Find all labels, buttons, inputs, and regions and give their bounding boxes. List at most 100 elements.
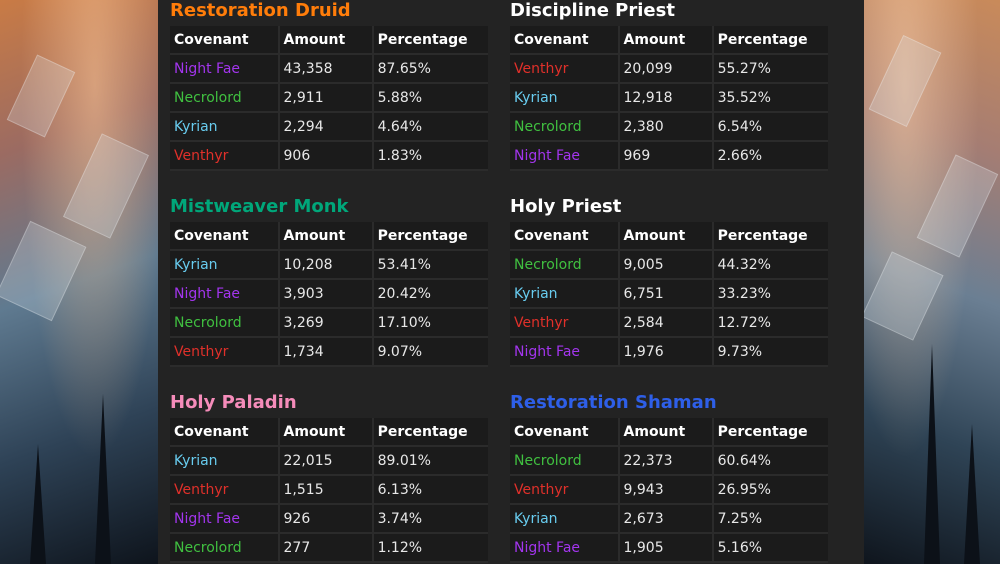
covenant-table: Covenant Amount Percentage Necrolord 22,373 6… bbox=[510, 418, 828, 563]
table-row: Night Fae 1,976 9.73% bbox=[510, 338, 828, 367]
table-header-row: Covenant Amount Percentage bbox=[170, 26, 488, 55]
covenant-table: Covenant Amount Percentage Kyrian 22,015 89.0… bbox=[170, 418, 488, 563]
covenant-cell: Kyrian bbox=[170, 113, 278, 142]
amount-cell: 1,905 bbox=[617, 534, 712, 563]
amount-cell: 9,005 bbox=[617, 251, 712, 280]
amount-cell: 969 bbox=[617, 142, 712, 171]
amount-cell: 2,294 bbox=[277, 113, 372, 142]
percentage-cell: 4.64% bbox=[371, 113, 488, 142]
covenant-cell: Venthyr bbox=[170, 476, 278, 505]
percentage-cell: 6.13% bbox=[371, 476, 488, 505]
percentage-cell: 60.64% bbox=[711, 447, 828, 476]
table-header-row: Covenant Amount Percentage bbox=[170, 222, 488, 251]
table-header-row: Covenant Amount Percentage bbox=[170, 418, 488, 447]
table-row: Kyrian 10,208 53.41% bbox=[170, 251, 488, 280]
table-row: Kyrian 2,673 7.25% bbox=[510, 505, 828, 534]
amount-cell: 1,734 bbox=[277, 338, 372, 367]
table-row: Night Fae 1,905 5.16% bbox=[510, 534, 828, 563]
section-holy-paladin: Holy Paladin Covenant Amount Percentage Kyr… bbox=[158, 392, 488, 563]
table-row: Necrolord 2,911 5.88% bbox=[170, 84, 488, 113]
percentage-cell: 9.07% bbox=[371, 338, 488, 367]
column-header: Percentage bbox=[371, 222, 488, 251]
covenant-cell: Venthyr bbox=[510, 309, 618, 338]
column-header: Percentage bbox=[711, 418, 828, 447]
section-restoration-shaman: Restoration Shaman Covenant Amount Percent… bbox=[498, 392, 828, 563]
column-header: Covenant bbox=[510, 26, 618, 55]
covenant-cell: Kyrian bbox=[170, 447, 278, 476]
table-row: Night Fae 969 2.66% bbox=[510, 142, 828, 171]
table-row: Kyrian 2,294 4.64% bbox=[170, 113, 488, 142]
covenant-table: Covenant Amount Percentage Necrolord 9,005 44… bbox=[510, 222, 828, 367]
covenant-table: Covenant Amount Percentage Night Fae 43,358 8… bbox=[170, 26, 488, 171]
percentage-cell: 17.10% bbox=[371, 309, 488, 338]
section-title: Mistweaver Monk bbox=[170, 196, 349, 217]
percentage-cell: 5.88% bbox=[371, 84, 488, 113]
percentage-cell: 44.32% bbox=[711, 251, 828, 280]
table-header-row: Covenant Amount Percentage bbox=[510, 26, 828, 55]
amount-cell: 10,208 bbox=[277, 251, 372, 280]
covenant-cell: Kyrian bbox=[170, 251, 278, 280]
covenant-cell: Night Fae bbox=[170, 55, 278, 84]
percentage-cell: 3.74% bbox=[371, 505, 488, 534]
percentage-cell: 2.66% bbox=[711, 142, 828, 171]
amount-cell: 22,015 bbox=[277, 447, 372, 476]
table-row: Kyrian 6,751 33.23% bbox=[510, 280, 828, 309]
table-row: Venthyr 2,584 12.72% bbox=[510, 309, 828, 338]
table-row: Night Fae 3,903 20.42% bbox=[170, 280, 488, 309]
percentage-cell: 5.16% bbox=[711, 534, 828, 563]
column-header: Percentage bbox=[711, 222, 828, 251]
covenant-cell: Venthyr bbox=[170, 338, 278, 367]
section-title: Holy Priest bbox=[510, 196, 622, 217]
amount-cell: 43,358 bbox=[277, 55, 372, 84]
covenant-cell: Kyrian bbox=[510, 280, 618, 309]
column-header: Amount bbox=[617, 26, 712, 55]
column-header: Covenant bbox=[170, 222, 278, 251]
covenant-cell: Necrolord bbox=[510, 113, 618, 142]
amount-cell: 3,269 bbox=[277, 309, 372, 338]
percentage-cell: 26.95% bbox=[711, 476, 828, 505]
amount-cell: 22,373 bbox=[617, 447, 712, 476]
percentage-cell: 55.27% bbox=[711, 55, 828, 84]
amount-cell: 2,380 bbox=[617, 113, 712, 142]
column-header: Amount bbox=[617, 222, 712, 251]
column-header: Covenant bbox=[170, 418, 278, 447]
percentage-cell: 33.23% bbox=[711, 280, 828, 309]
covenant-cell: Necrolord bbox=[170, 309, 278, 338]
percentage-cell: 12.72% bbox=[711, 309, 828, 338]
percentage-cell: 87.65% bbox=[371, 55, 488, 84]
column-header: Amount bbox=[277, 26, 372, 55]
covenant-cell: Night Fae bbox=[510, 534, 618, 563]
table-row: Necrolord 3,269 17.10% bbox=[170, 309, 488, 338]
section-title: Restoration Druid bbox=[170, 0, 351, 21]
amount-cell: 926 bbox=[277, 505, 372, 534]
percentage-cell: 1.83% bbox=[371, 142, 488, 171]
section-title: Discipline Priest bbox=[510, 0, 675, 21]
covenant-table: Covenant Amount Percentage Kyrian 10,208 53.4… bbox=[170, 222, 488, 367]
percentage-cell: 7.25% bbox=[711, 505, 828, 534]
column-header: Covenant bbox=[510, 418, 618, 447]
background-art-left bbox=[0, 0, 158, 564]
covenant-cell: Night Fae bbox=[510, 142, 618, 171]
section-discipline-priest: Discipline Priest Covenant Amount Percenta… bbox=[498, 0, 828, 171]
column-header: Covenant bbox=[510, 222, 618, 251]
covenant-cell: Necrolord bbox=[170, 84, 278, 113]
content-panel: Restoration Druid Covenant Amount Percenta… bbox=[158, 0, 864, 564]
table-header-row: Covenant Amount Percentage bbox=[510, 222, 828, 251]
percentage-cell: 6.54% bbox=[711, 113, 828, 142]
amount-cell: 1,515 bbox=[277, 476, 372, 505]
table-row: Venthyr 1,734 9.07% bbox=[170, 338, 488, 367]
table-row: Venthyr 906 1.83% bbox=[170, 142, 488, 171]
percentage-cell: 89.01% bbox=[371, 447, 488, 476]
section-mistweaver-monk: Mistweaver Monk Covenant Amount Percentage… bbox=[158, 196, 488, 367]
table-row: Kyrian 12,918 35.52% bbox=[510, 84, 828, 113]
percentage-cell: 9.73% bbox=[711, 338, 828, 367]
covenant-cell: Night Fae bbox=[170, 505, 278, 534]
covenant-cell: Necrolord bbox=[510, 447, 618, 476]
covenant-cell: Venthyr bbox=[170, 142, 278, 171]
table-row: Venthyr 1,515 6.13% bbox=[170, 476, 488, 505]
amount-cell: 9,943 bbox=[617, 476, 712, 505]
covenant-cell: Kyrian bbox=[510, 84, 618, 113]
amount-cell: 2,584 bbox=[617, 309, 712, 338]
table-row: Venthyr 9,943 26.95% bbox=[510, 476, 828, 505]
table-row: Necrolord 22,373 60.64% bbox=[510, 447, 828, 476]
